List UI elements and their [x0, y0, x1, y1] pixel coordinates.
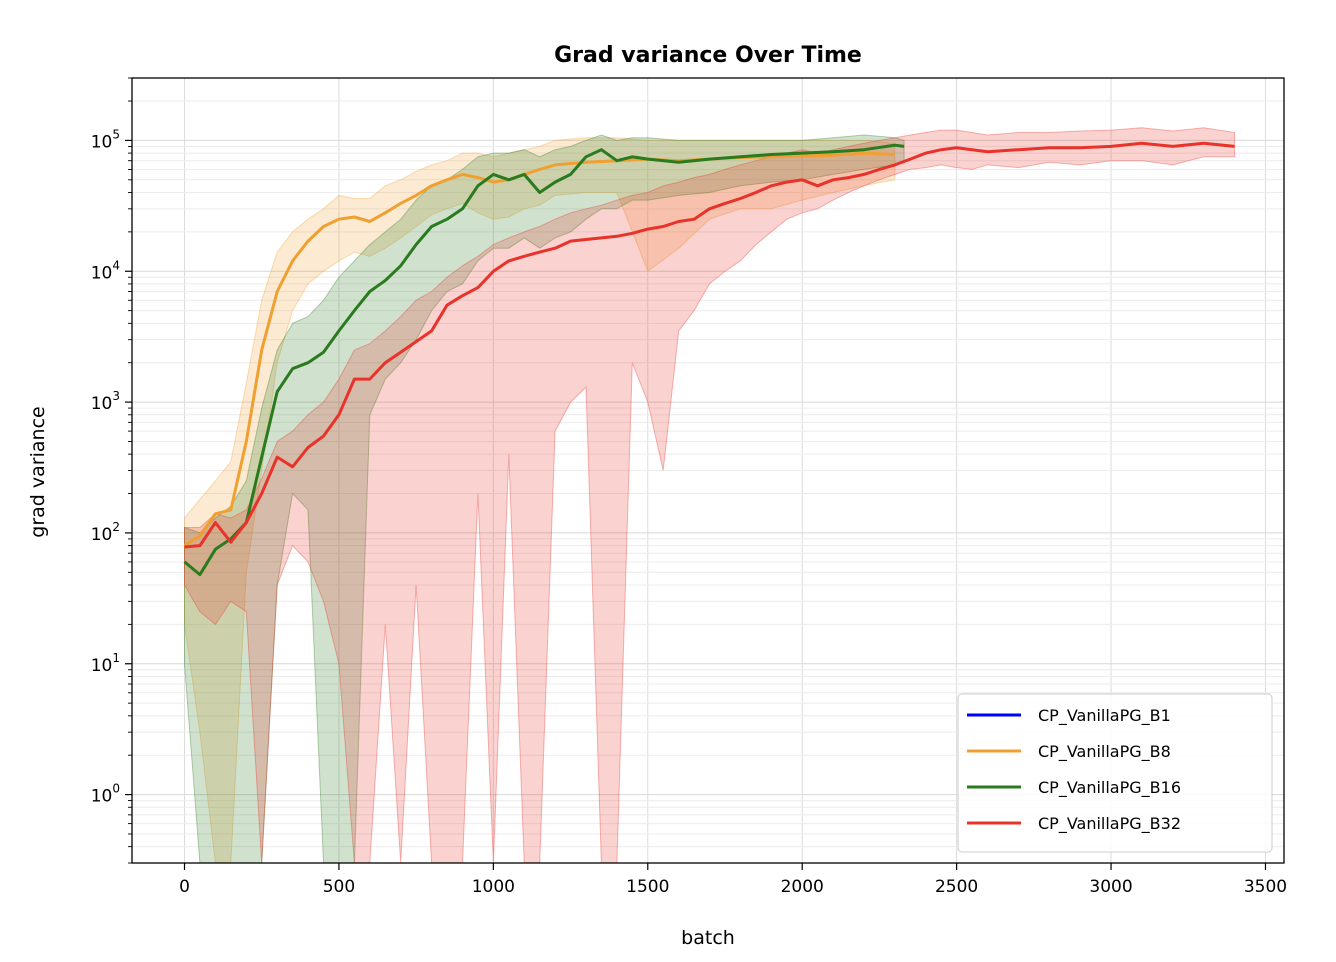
series-band-3 — [184, 127, 1236, 863]
legend-label-1: CP_VanillaPG_B8 — [1038, 742, 1171, 762]
x-tick-label-3: 1500 — [626, 877, 669, 897]
legend: CP_VanillaPG_B1 CP_VanillaPG_B8 CP_Vanilla… — [957, 693, 1273, 853]
y-tick-label-1: 101 — [91, 651, 120, 676]
plot-area: 0 500 1000 1500 2000 2500 3000 3500 100 101 102 103… — [91, 77, 1287, 897]
chart-title: Grad variance Over Time — [554, 43, 862, 68]
y-tick-label-4: 104 — [91, 258, 120, 283]
series-line-3 — [184, 141, 1235, 549]
legend-label-3: CP_VanillaPG_B32 — [1038, 814, 1181, 834]
x-tick-label-4: 2000 — [781, 877, 824, 897]
legend-label-2: CP_VanillaPG_B16 — [1038, 778, 1181, 798]
y-tick-label-0: 100 — [91, 782, 120, 807]
x-axis-label: batch — [681, 927, 735, 949]
y-tick-label-3: 103 — [91, 389, 120, 414]
y-tick-label-2: 102 — [91, 520, 120, 545]
x-tick-label-0: 0 — [179, 877, 190, 897]
series-group — [183, 127, 1236, 863]
x-tick-label-1: 500 — [323, 877, 355, 897]
legend-box — [957, 693, 1273, 853]
series-line-2 — [183, 143, 905, 577]
x-tick-label-2: 1000 — [472, 877, 515, 897]
x-tick-label-7: 3500 — [1244, 877, 1287, 897]
y-axis-label: grad variance — [27, 406, 49, 537]
legend-label-0: CP_VanillaPG_B1 — [1038, 706, 1171, 726]
x-tick-label-5: 2500 — [935, 877, 978, 897]
series-band-1 — [184, 137, 896, 863]
y-tick-label-5: 105 — [91, 127, 120, 152]
x-tick-label-6: 3000 — [1089, 877, 1132, 897]
